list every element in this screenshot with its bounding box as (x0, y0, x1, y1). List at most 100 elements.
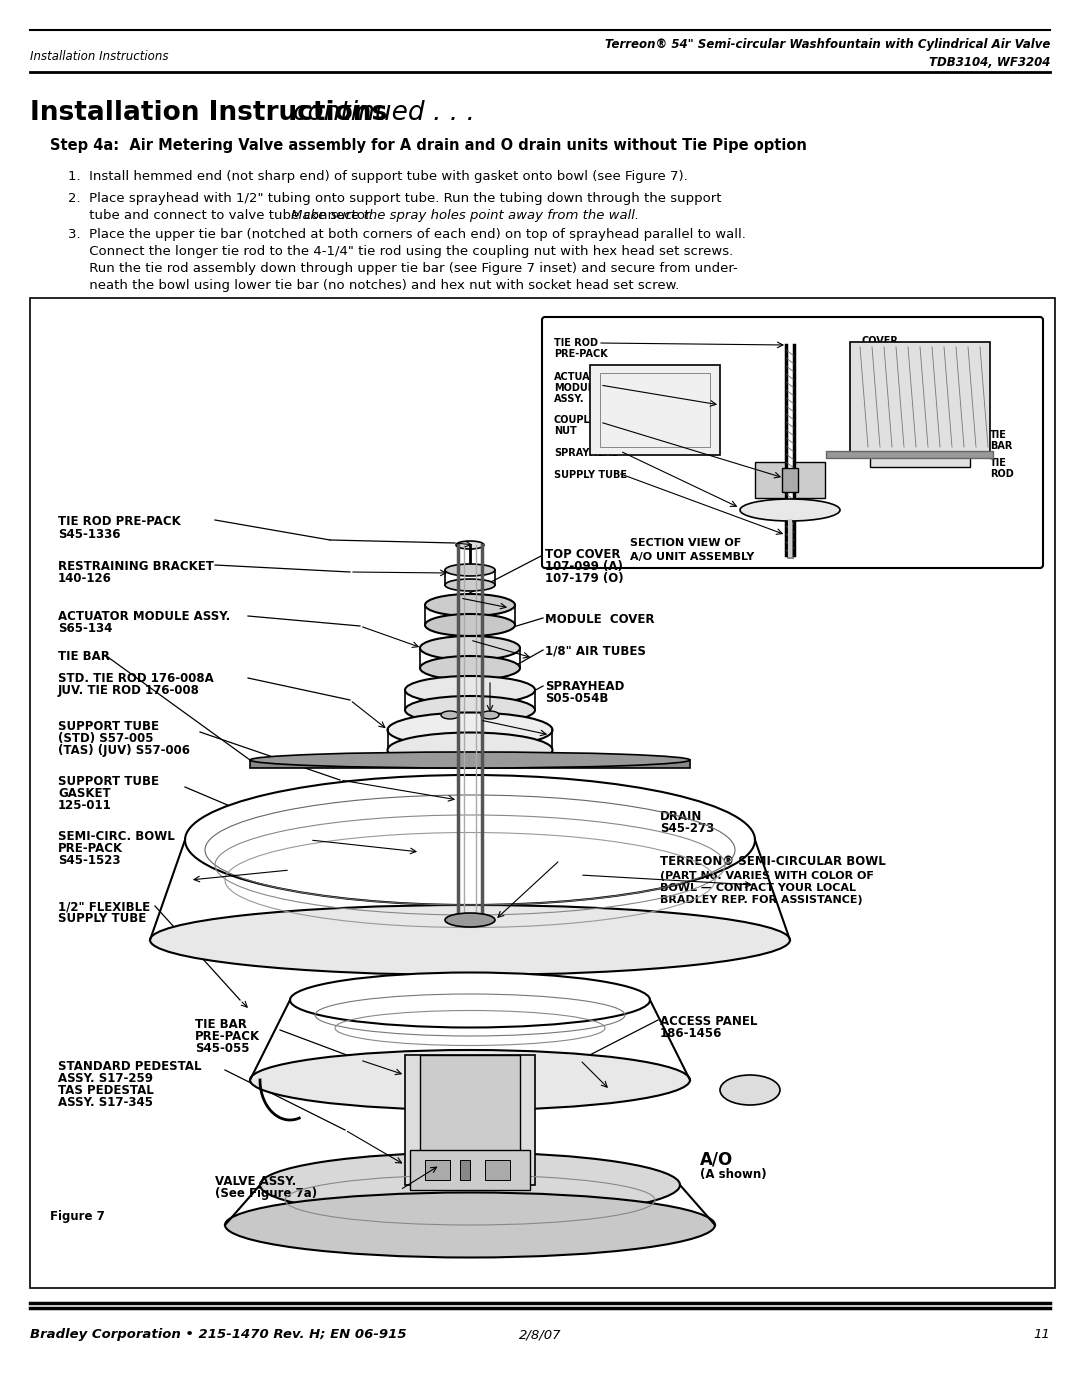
Text: BOWL — CONTACT YOUR LOCAL: BOWL — CONTACT YOUR LOCAL (660, 883, 856, 893)
Text: TIE ROD: TIE ROD (554, 338, 598, 348)
Ellipse shape (445, 564, 495, 576)
Text: SUPPORT TUBE: SUPPORT TUBE (58, 719, 159, 733)
Bar (485, 1160, 510, 1180)
Text: 2.  Place sprayhead with 1/2" tubing onto support tube. Run the tubing down thro: 2. Place sprayhead with 1/2" tubing onto… (68, 191, 721, 205)
Bar (249, 760, 690, 768)
Text: TIE: TIE (990, 458, 1007, 468)
Text: SEMI-CIRC. BOWL: SEMI-CIRC. BOWL (58, 830, 175, 842)
Text: Step 4a:  Air Metering Valve assembly for A drain and O drain units without Tie : Step 4a: Air Metering Valve assembly for… (50, 138, 807, 154)
Text: TIE: TIE (990, 430, 1007, 440)
Text: 125-011: 125-011 (58, 799, 111, 812)
Text: SUPPLY TUBE: SUPPLY TUBE (554, 469, 627, 481)
Ellipse shape (405, 676, 535, 704)
Text: SECTION VIEW OF: SECTION VIEW OF (630, 538, 741, 548)
Text: PRE-PACK: PRE-PACK (554, 349, 608, 359)
Ellipse shape (740, 499, 840, 521)
Text: (PART No. VARIES WITH COLOR OF: (PART No. VARIES WITH COLOR OF (660, 870, 874, 882)
Text: TERREON® SEMI-CIRCULAR BOWL: TERREON® SEMI-CIRCULAR BOWL (660, 855, 886, 868)
Ellipse shape (249, 752, 690, 768)
Bar (420, 1055, 519, 1155)
Text: ACCESS PANEL: ACCESS PANEL (660, 1016, 757, 1028)
Text: Bradley Corporation • 215-1470 Rev. H; EN 06-915: Bradley Corporation • 215-1470 Rev. H; E… (30, 1329, 407, 1341)
Text: TAS PEDESTAL: TAS PEDESTAL (58, 1084, 153, 1097)
Text: PRE-PACK: PRE-PACK (58, 842, 123, 855)
Text: (A shown): (A shown) (700, 1168, 767, 1180)
Text: S45-1336: S45-1336 (58, 528, 121, 541)
Bar (30, 298, 1055, 1288)
Text: STD. TIE ROD 176-008A: STD. TIE ROD 176-008A (58, 672, 214, 685)
Text: COVER: COVER (862, 337, 899, 346)
Ellipse shape (720, 1076, 780, 1105)
FancyBboxPatch shape (542, 317, 1043, 569)
Text: SUPPLY TUBE: SUPPLY TUBE (58, 912, 146, 925)
Text: A/O: A/O (700, 1150, 733, 1168)
Text: S05-054B: S05-054B (545, 692, 608, 705)
Text: 1.  Install hemmed end (not sharp end) of support tube with gasket onto bowl (se: 1. Install hemmed end (not sharp end) of… (68, 170, 688, 183)
Text: TOP COVER: TOP COVER (545, 548, 621, 562)
Text: Make sure the spray holes point away from the wall.: Make sure the spray holes point away fro… (291, 210, 639, 222)
Ellipse shape (420, 636, 519, 659)
Ellipse shape (426, 594, 515, 616)
Bar (850, 342, 990, 453)
Text: Terreon® 54" Semi-circular Washfountain with Cylindrical Air Valve: Terreon® 54" Semi-circular Washfountain … (605, 38, 1050, 52)
Text: continued . . .: continued . . . (293, 101, 475, 126)
Bar (410, 1150, 530, 1190)
Ellipse shape (150, 905, 789, 975)
Bar (782, 468, 798, 492)
Ellipse shape (426, 615, 515, 636)
Text: MODULE: MODULE (554, 383, 600, 393)
Text: ROD: ROD (990, 469, 1014, 479)
Text: ASSY. S17-259: ASSY. S17-259 (58, 1071, 153, 1085)
Text: 1/8" AIR TUBES: 1/8" AIR TUBES (545, 645, 646, 658)
Bar (755, 462, 785, 497)
Bar (795, 462, 825, 497)
Text: A/O UNIT ASSEMBLY: A/O UNIT ASSEMBLY (630, 552, 754, 562)
Text: Installation Instructions: Installation Instructions (30, 101, 396, 126)
Bar (426, 1160, 450, 1180)
Text: PRE-PACK: PRE-PACK (195, 1030, 260, 1044)
Text: 107-099 (A): 107-099 (A) (545, 560, 623, 573)
Text: S65-134: S65-134 (58, 622, 112, 636)
Text: RESTRAINING BRACKET: RESTRAINING BRACKET (58, 560, 214, 573)
Text: ACTUATOR MODULE ASSY.: ACTUATOR MODULE ASSY. (58, 610, 230, 623)
Text: TIE ROD PRE-PACK: TIE ROD PRE-PACK (58, 515, 180, 528)
Ellipse shape (249, 1051, 690, 1111)
Text: 186-1456: 186-1456 (660, 1027, 723, 1039)
Text: neath the bowl using lower tie bar (no notches) and hex nut with socket head set: neath the bowl using lower tie bar (no n… (68, 279, 679, 292)
Ellipse shape (405, 696, 535, 724)
Text: 11: 11 (1034, 1329, 1050, 1341)
Text: SPRAYHEAD: SPRAYHEAD (545, 680, 624, 693)
Bar (870, 453, 970, 467)
Text: TIE BAR: TIE BAR (195, 1018, 247, 1031)
Ellipse shape (456, 541, 484, 549)
Text: VALVE ASSY.: VALVE ASSY. (215, 1175, 296, 1187)
Text: S45-273: S45-273 (660, 821, 714, 835)
Text: GASKET: GASKET (58, 787, 110, 800)
Ellipse shape (420, 657, 519, 680)
Ellipse shape (225, 1193, 715, 1257)
Text: (TAS) (JUV) S57-006: (TAS) (JUV) S57-006 (58, 745, 190, 757)
Bar (590, 365, 720, 455)
Text: 140-126: 140-126 (58, 571, 112, 585)
Text: DRAIN: DRAIN (660, 810, 702, 823)
Bar (405, 1055, 535, 1185)
Text: SPRAYHEAD: SPRAYHEAD (554, 448, 620, 458)
Text: JUV. TIE ROD 176-008: JUV. TIE ROD 176-008 (58, 685, 200, 697)
Text: NUT: NUT (554, 426, 577, 436)
Text: SUPPORT TUBE: SUPPORT TUBE (58, 775, 159, 788)
Text: tube and connect to valve tube connector.: tube and connect to valve tube connector… (68, 210, 378, 222)
Text: (STD) S57-005: (STD) S57-005 (58, 732, 153, 745)
Text: TIE BAR: TIE BAR (58, 650, 110, 664)
Ellipse shape (388, 732, 553, 767)
Text: ASSY. S17-345: ASSY. S17-345 (58, 1097, 153, 1109)
Text: BAR: BAR (990, 441, 1012, 451)
Ellipse shape (388, 712, 553, 747)
Text: BRADLEY REP. FOR ASSISTANCE): BRADLEY REP. FOR ASSISTANCE) (660, 895, 863, 905)
Text: ACTUATOR: ACTUATOR (554, 372, 612, 381)
Text: S45-055: S45-055 (195, 1042, 249, 1055)
Text: MODULE  COVER: MODULE COVER (545, 613, 654, 626)
Text: 1/2" FLEXIBLE: 1/2" FLEXIBLE (58, 900, 150, 914)
Text: Connect the longer tie rod to the 4-1/4" tie rod using the coupling nut with hex: Connect the longer tie rod to the 4-1/4"… (68, 244, 733, 258)
Text: Installation Instructions: Installation Instructions (30, 50, 168, 63)
Ellipse shape (185, 775, 755, 905)
